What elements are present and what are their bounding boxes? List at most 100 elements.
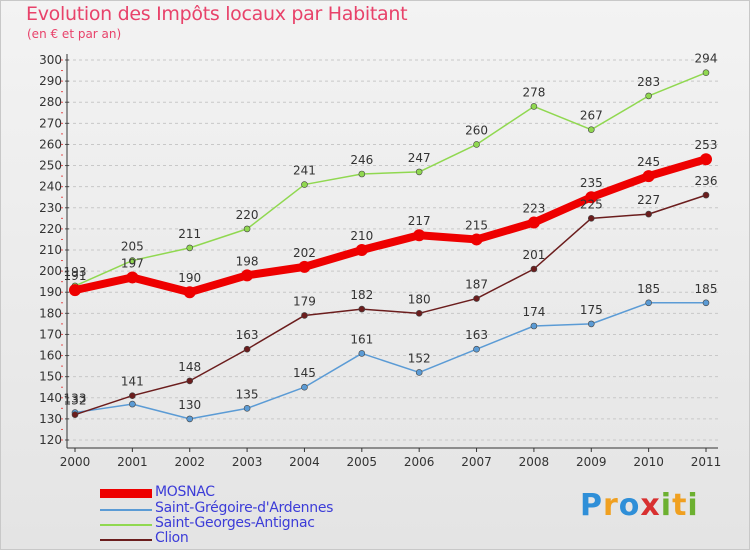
series-line-mosnac bbox=[71, 155, 710, 297]
data-point-mosnac bbox=[355, 244, 368, 256]
data-label-saint-georges-antignac: 278 bbox=[522, 85, 545, 99]
series-line-clion bbox=[74, 194, 707, 416]
data-point-saint-georges-antignac bbox=[702, 69, 710, 76]
data-label-clion: 132 bbox=[64, 394, 87, 408]
y-tick-label: 200 bbox=[39, 264, 62, 278]
data-label-mosnac: 197 bbox=[121, 256, 144, 270]
data-point-clion bbox=[358, 305, 366, 313]
y-tick-label: 290 bbox=[39, 74, 62, 88]
data-point-mosnac bbox=[470, 233, 483, 246]
data-label-saint-gr-goire-d-ardennes: 145 bbox=[293, 366, 316, 380]
y-tick-label: 270 bbox=[39, 116, 62, 130]
x-tick-label: 2000 bbox=[60, 455, 91, 469]
data-label-saint-gr-goire-d-ardennes: 135 bbox=[236, 387, 259, 401]
data-point-clion bbox=[702, 191, 710, 199]
data-point-clion bbox=[301, 312, 308, 319]
data-point-mosnac bbox=[126, 271, 139, 284]
data-point-mosnac bbox=[585, 191, 598, 204]
legend-label-saint-georges: Saint-Georges-Antignac bbox=[155, 515, 315, 531]
data-label-saint-georges-antignac: 241 bbox=[293, 164, 316, 178]
data-point-mosnac bbox=[642, 170, 655, 183]
data-label-saint-georges-antignac: 283 bbox=[637, 75, 660, 89]
data-point-saint-gr-goire-d-ardennes bbox=[415, 369, 423, 376]
data-label-saint-gr-goire-d-ardennes: 152 bbox=[408, 351, 431, 365]
legend-label-clion: Clion bbox=[155, 530, 189, 546]
data-label-saint-georges-antignac: 247 bbox=[408, 151, 431, 165]
data-point-mosnac bbox=[183, 286, 196, 299]
data-point-saint-georges-antignac bbox=[645, 92, 652, 100]
chart-title: Evolution des Impôts locaux par Habitant bbox=[26, 3, 408, 25]
y-tick-label: 250 bbox=[39, 159, 62, 173]
data-point-saint-georges-antignac bbox=[587, 126, 595, 133]
data-point-mosnac bbox=[700, 153, 712, 166]
data-label-saint-georges-antignac: 220 bbox=[236, 208, 259, 222]
data-point-saint-georges-antignac bbox=[129, 257, 136, 264]
data-label-mosnac: 198 bbox=[236, 254, 259, 268]
data-point-saint-gr-goire-d-ardennes bbox=[301, 383, 308, 391]
legend-swatch-clion bbox=[100, 539, 152, 541]
data-label-clion: 201 bbox=[522, 248, 545, 262]
x-tick-label: 2007 bbox=[461, 455, 492, 469]
data-label-clion: 180 bbox=[408, 292, 431, 306]
data-label-saint-gr-goire-d-ardennes: 133 bbox=[64, 392, 87, 406]
legend-swatch-saint-georges bbox=[100, 524, 152, 526]
data-label-mosnac: 223 bbox=[522, 202, 545, 216]
y-tick-label: 260 bbox=[39, 137, 62, 151]
data-point-clion bbox=[587, 215, 595, 222]
data-point-saint-gr-goire-d-ardennes bbox=[530, 322, 538, 330]
x-tick-label: 2005 bbox=[347, 455, 378, 469]
y-tick-label: 130 bbox=[39, 412, 62, 426]
data-label-saint-georges-antignac: 294 bbox=[695, 52, 718, 66]
x-tick-label: 2006 bbox=[404, 455, 435, 469]
data-point-saint-gr-goire-d-ardennes bbox=[129, 400, 136, 408]
data-point-mosnac bbox=[241, 269, 254, 282]
data-point-saint-georges-antignac bbox=[186, 244, 194, 252]
x-tick-label: 2002 bbox=[174, 455, 205, 469]
y-tick-label: 220 bbox=[39, 222, 62, 236]
x-tick-label: 2004 bbox=[289, 455, 320, 469]
data-label-saint-gr-goire-d-ardennes: 130 bbox=[178, 398, 201, 412]
data-label-clion: 187 bbox=[465, 278, 488, 292]
proxiti-logo: Proxiti bbox=[580, 488, 699, 523]
data-label-saint-gr-goire-d-ardennes: 175 bbox=[580, 303, 603, 317]
data-point-clion bbox=[645, 210, 652, 218]
series-line-saint-georges-antignac bbox=[74, 71, 707, 287]
data-label-mosnac: 253 bbox=[695, 138, 718, 152]
data-point-saint-gr-goire-d-ardennes bbox=[587, 320, 595, 328]
data-point-saint-georges-antignac bbox=[301, 181, 308, 188]
legend-swatch-saint-gregoire bbox=[100, 509, 152, 511]
data-label-mosnac: 217 bbox=[408, 214, 431, 228]
x-tick-label: 2010 bbox=[633, 455, 664, 469]
series-line-saint-gr-goire-d-ardennes bbox=[74, 302, 707, 420]
data-label-mosnac: 210 bbox=[350, 229, 373, 243]
data-label-saint-gr-goire-d-ardennes: 185 bbox=[637, 282, 660, 296]
data-label-clion: 148 bbox=[178, 360, 201, 374]
data-label-clion: 236 bbox=[695, 174, 718, 188]
y-tick-label: 150 bbox=[39, 370, 62, 384]
x-tick-label: 2009 bbox=[576, 455, 607, 469]
data-point-saint-gr-goire-d-ardennes bbox=[702, 299, 710, 307]
data-label-saint-gr-goire-d-ardennes: 185 bbox=[695, 282, 718, 296]
y-tick-label: 240 bbox=[39, 180, 62, 194]
data-point-saint-gr-goire-d-ardennes bbox=[645, 299, 652, 307]
x-tick-label: 2011 bbox=[691, 455, 722, 469]
data-label-mosnac: 215 bbox=[465, 218, 488, 232]
data-label-mosnac: 235 bbox=[580, 176, 603, 190]
y-tick-label: 160 bbox=[39, 349, 62, 363]
data-point-saint-georges-antignac bbox=[358, 170, 366, 178]
data-label-saint-georges-antignac: 205 bbox=[121, 240, 144, 254]
data-label-clion: 179 bbox=[293, 294, 316, 308]
data-point-clion bbox=[530, 265, 538, 273]
data-point-clion bbox=[71, 411, 79, 418]
y-tick-label: 210 bbox=[39, 243, 62, 257]
x-tick-label: 2003 bbox=[232, 455, 263, 469]
legend-label-mosnac: MOSNAC bbox=[155, 484, 215, 500]
data-label-saint-georges-antignac: 260 bbox=[465, 123, 488, 137]
data-point-mosnac bbox=[69, 284, 81, 297]
data-label-mosnac: 190 bbox=[178, 271, 201, 285]
data-label-saint-gr-goire-d-ardennes: 174 bbox=[522, 305, 545, 319]
data-label-clion: 225 bbox=[580, 197, 603, 211]
y-tick-label: 230 bbox=[39, 201, 62, 215]
data-label-saint-gr-goire-d-ardennes: 163 bbox=[465, 328, 488, 342]
y-tick-label: 120 bbox=[39, 433, 62, 447]
